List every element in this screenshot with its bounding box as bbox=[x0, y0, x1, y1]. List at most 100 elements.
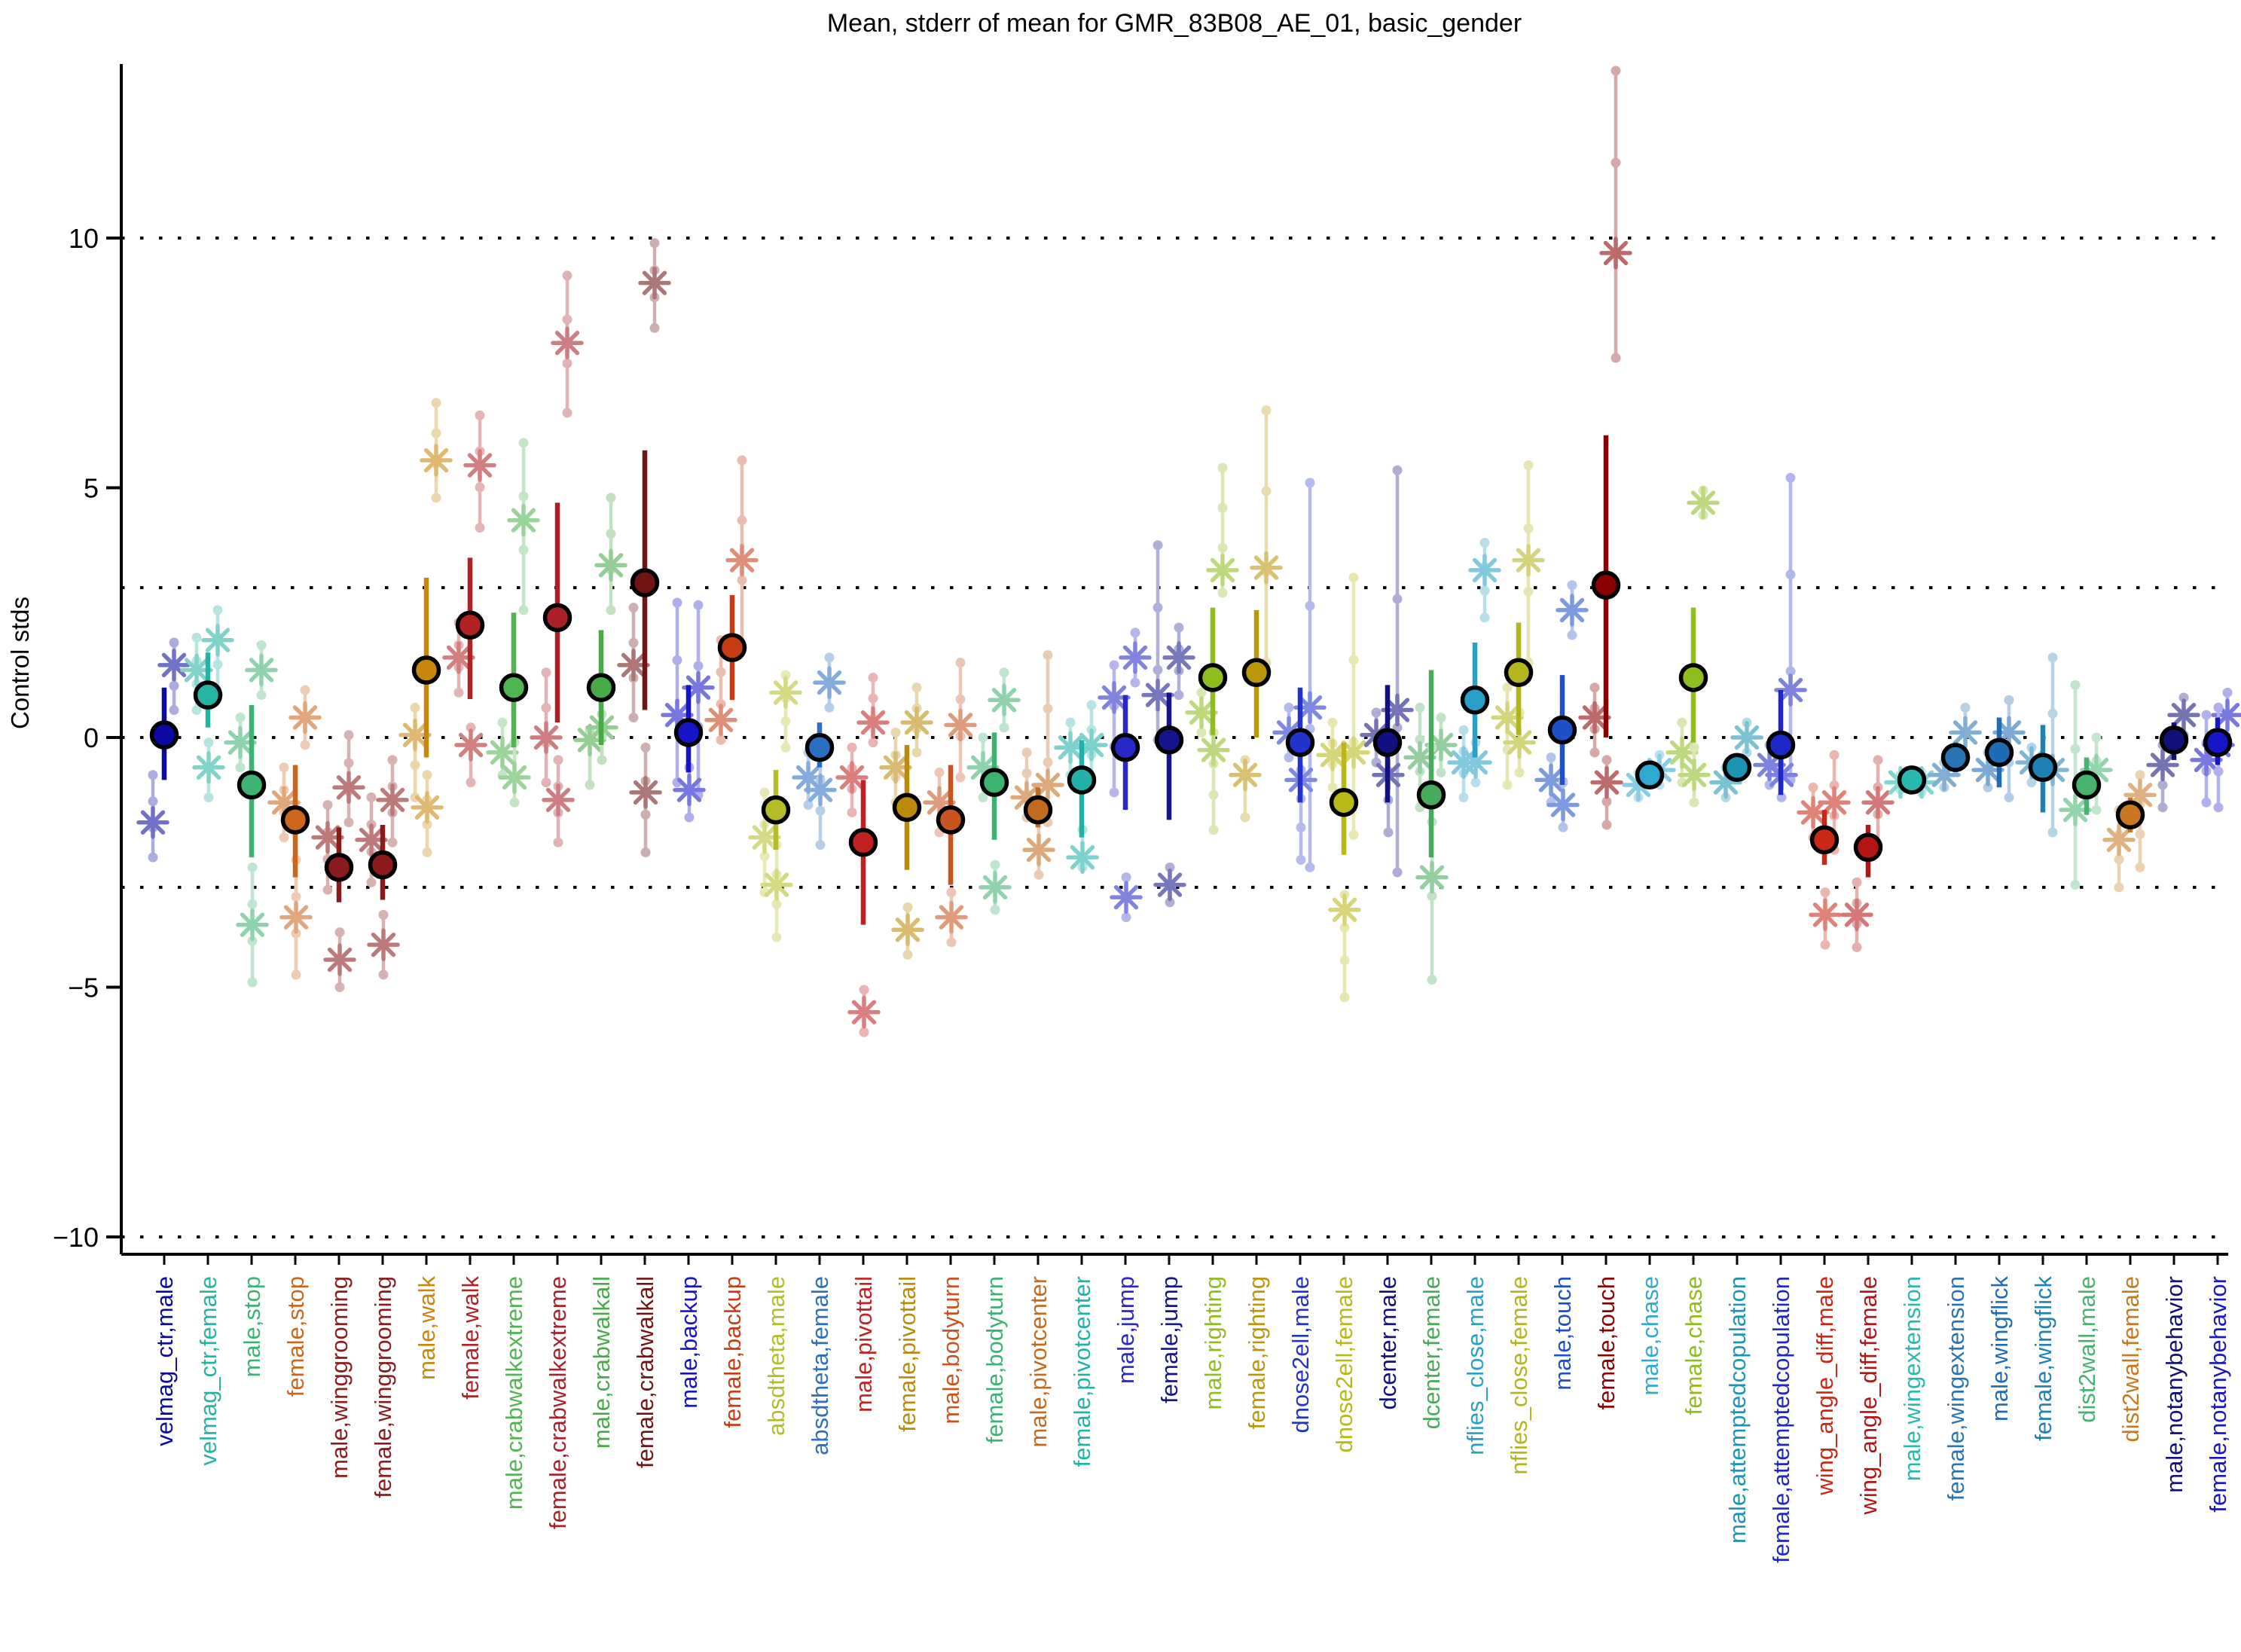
ctrl-dot bbox=[824, 702, 835, 713]
ctrl-asterisk-marker bbox=[1556, 594, 1589, 627]
ctrl-asterisk-marker bbox=[1229, 758, 1262, 792]
ctrl-dot bbox=[1479, 537, 1490, 548]
ctrl-asterisk-marker bbox=[398, 718, 432, 752]
ctrl-asterisk-marker bbox=[594, 548, 627, 582]
asterisk-arm bbox=[1463, 750, 1488, 775]
asterisk-arm bbox=[1778, 677, 1803, 703]
ctrl-dot bbox=[890, 727, 901, 737]
asterisk-arm bbox=[315, 825, 340, 850]
asterisk-arm bbox=[1014, 785, 1040, 810]
asterisk-arm bbox=[860, 710, 886, 735]
category-group bbox=[1971, 695, 2026, 803]
mean-marker bbox=[1067, 765, 1097, 795]
asterisk-arm bbox=[808, 777, 833, 802]
ctrl-dot bbox=[1327, 717, 1338, 728]
mean-marker bbox=[1110, 733, 1140, 762]
ctrl-asterisk-marker bbox=[289, 701, 322, 734]
ctrl-dot bbox=[815, 840, 826, 850]
ctrl-dot bbox=[1589, 682, 1600, 693]
mean-marker bbox=[673, 718, 704, 747]
ctrl-asterisk-marker bbox=[463, 448, 496, 482]
ctrl-dot bbox=[2070, 880, 2081, 890]
ctrl-dot bbox=[1284, 702, 1294, 713]
asterisk-arm bbox=[1210, 557, 1235, 583]
ctrl-dot bbox=[1427, 975, 1437, 985]
ctrl-dot bbox=[606, 493, 616, 503]
asterisk-arm bbox=[467, 453, 493, 478]
mean-marker bbox=[1809, 825, 1840, 855]
asterisk-arm bbox=[1582, 705, 1607, 730]
ctrl-dot bbox=[847, 742, 857, 753]
asterisk-arm bbox=[1821, 790, 1847, 815]
asterisk-arm bbox=[895, 918, 921, 942]
ctrl-dot bbox=[780, 742, 791, 753]
x-tick-label: dnose2ell,male bbox=[1287, 1276, 1314, 1434]
ctrl-dot bbox=[1043, 757, 1053, 768]
ctrl-dot bbox=[803, 800, 814, 811]
ctrl-dot bbox=[1458, 725, 1469, 735]
asterisk-arm bbox=[1594, 770, 1620, 795]
x-tick-label: male,touch bbox=[1549, 1276, 1576, 1391]
ctrl-dot bbox=[387, 837, 398, 847]
ctrl-dot bbox=[1514, 767, 1525, 777]
ctrl-asterisk-marker bbox=[1328, 893, 1361, 927]
asterisk-arm bbox=[2171, 702, 2197, 728]
ctrl-dot bbox=[191, 705, 202, 716]
ctrl-dot bbox=[366, 877, 377, 887]
ctrl-dot bbox=[780, 670, 791, 680]
ctrl-dot bbox=[169, 705, 179, 716]
ctrl-dot bbox=[999, 722, 1009, 733]
x-tick-label: male,righting bbox=[1200, 1276, 1226, 1409]
ctrl-dot bbox=[553, 837, 563, 847]
ctrl-asterisk-marker bbox=[725, 543, 759, 577]
mean-marker bbox=[2203, 728, 2233, 757]
ctrl-dot bbox=[737, 515, 747, 526]
ctrl-dot bbox=[1601, 755, 1612, 765]
ctrl-dot bbox=[1558, 822, 1568, 832]
ctrl-dot bbox=[606, 605, 616, 615]
x-tick-label: nflies_close,female bbox=[1506, 1276, 1532, 1475]
ctrl-dot bbox=[431, 493, 441, 503]
x-tick-label: female,notanybehavior bbox=[2205, 1276, 2231, 1513]
category-group bbox=[748, 670, 802, 942]
x-tick-label: wing_angle_diff,male bbox=[1812, 1276, 1838, 1496]
ctrl-dot bbox=[1130, 628, 1140, 638]
asterisk-arm bbox=[948, 713, 973, 737]
category-group bbox=[1316, 573, 1370, 1003]
category-group bbox=[704, 455, 759, 745]
ctrl-asterisk-marker bbox=[236, 908, 269, 942]
mean-marker bbox=[1504, 658, 1534, 688]
ctrl-dot bbox=[169, 637, 179, 648]
x-tick-label: male,pivotcenter bbox=[1025, 1276, 1052, 1447]
asterisk-arm bbox=[327, 947, 353, 973]
asterisk-arm bbox=[1559, 597, 1585, 623]
asterisk-arm bbox=[1079, 732, 1104, 758]
mean-marker bbox=[848, 827, 878, 857]
ctrl-dot bbox=[1776, 792, 1787, 803]
ctrl-dot bbox=[247, 899, 258, 909]
ctrl-dot bbox=[466, 777, 476, 788]
ctrl-dot bbox=[1043, 650, 1053, 661]
mean-marker bbox=[1460, 686, 1490, 715]
ctrl-asterisk-marker bbox=[542, 783, 575, 817]
ctrl-dot bbox=[955, 772, 966, 783]
ctrl-asterisk-marker bbox=[420, 444, 453, 477]
x-tick-label: male,attemptedcopulation bbox=[1724, 1276, 1751, 1544]
ctrl-dot bbox=[2114, 854, 2124, 865]
ctrl-dot bbox=[366, 792, 377, 803]
mean-marker bbox=[630, 568, 660, 597]
ctrl-dot bbox=[1415, 734, 1425, 745]
ctrl-dot bbox=[343, 817, 354, 828]
asterisk-arm bbox=[1495, 705, 1520, 730]
asterisk-arm bbox=[1734, 725, 1760, 750]
ctrl-dot bbox=[562, 314, 572, 325]
ctrl-dot bbox=[1240, 812, 1250, 823]
mean-marker bbox=[1547, 715, 1577, 745]
x-tick-label: velmag_ctr,female bbox=[195, 1276, 221, 1466]
mean-marker bbox=[805, 733, 835, 762]
mean-marker bbox=[1722, 753, 1752, 783]
asterisk-arm bbox=[1232, 762, 1258, 787]
asterisk-arm bbox=[1538, 768, 1564, 792]
ctrl-dot bbox=[2070, 679, 2081, 690]
ctrl-dot bbox=[431, 428, 441, 438]
